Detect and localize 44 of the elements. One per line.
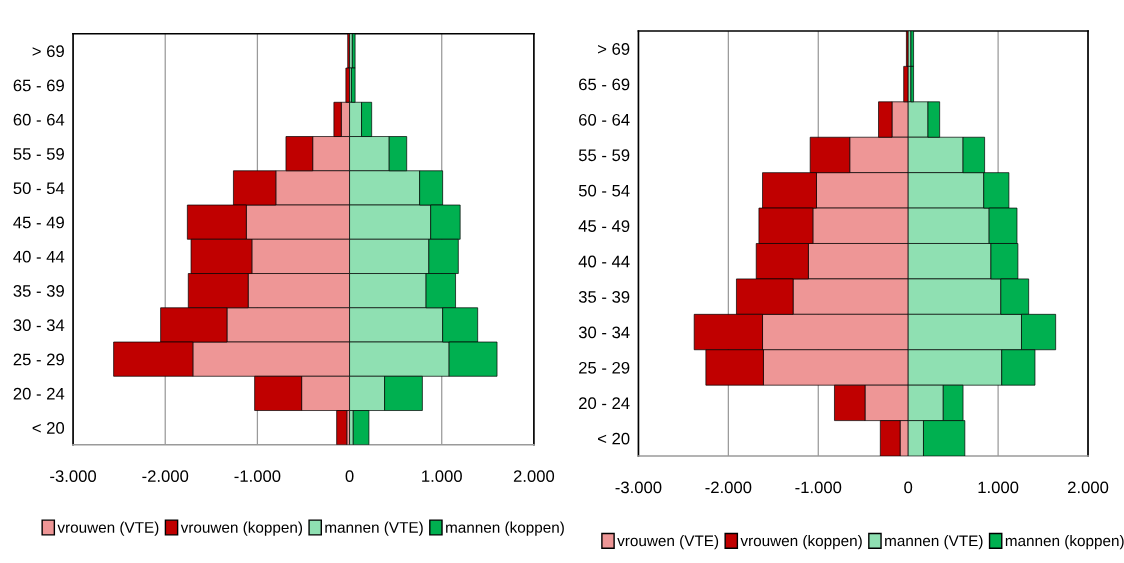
legend-label: vrouwen (VTE): [617, 535, 719, 550]
y-tick-label: 50 - 54: [13, 182, 65, 195]
x-tick-label: -3.000: [615, 481, 662, 494]
x-tick-label: -3.000: [50, 470, 97, 483]
y-tick-label: 55 - 59: [13, 148, 64, 160]
x-tick-label: -2.000: [142, 470, 189, 483]
x-tick-label: 0: [904, 481, 913, 494]
x-tick-label: 2.000: [1068, 481, 1109, 494]
y-tick-label: 60 - 64: [579, 113, 630, 126]
y-tick-label: 50 - 54: [578, 184, 630, 197]
y-tick-label: 40 - 44: [13, 250, 65, 263]
x-tick-label: -1.000: [795, 481, 842, 494]
legend-label: mannen (koppen): [446, 521, 564, 536]
y-tick-label: 45 - 49: [578, 220, 630, 232]
y-tick-label: 20 - 24: [579, 397, 630, 410]
y-tick-label: 65 - 69: [13, 79, 64, 92]
x-tick-label: -2.000: [705, 481, 752, 494]
y-tick-label: 45 - 49: [13, 216, 64, 229]
y-tick-label: 60 - 64: [13, 113, 65, 126]
y-tick-label: 25 - 29: [13, 353, 64, 366]
legend-label: mannen (koppen): [1005, 535, 1124, 550]
x-tick-label: 0: [345, 470, 354, 483]
y-tick-label: 25 - 29: [579, 361, 630, 374]
y-tick-label: 40 - 44: [578, 255, 630, 268]
x-tick-label: 2.000: [513, 470, 555, 483]
x-tick-label: 1.000: [422, 470, 462, 483]
y-tick-label: 35 - 39: [578, 291, 630, 303]
legend-label: vrouwen (VTE): [57, 521, 159, 536]
legend-label: mannen (VTE): [325, 521, 423, 536]
y-tick-label: < 20: [598, 432, 630, 445]
y-tick-label: 20 - 24: [13, 387, 65, 400]
legend-label: vrouwen (koppen): [740, 535, 862, 550]
x-tick-label: 1.000: [978, 481, 1019, 494]
y-tick-label: 35 - 39: [13, 285, 64, 297]
y-tick-label: 30 - 34: [578, 326, 630, 339]
y-tick-label: > 69: [598, 43, 630, 55]
legend-label: vrouwen (koppen): [180, 521, 303, 536]
legend-label: mannen (VTE): [885, 535, 983, 550]
y-tick-label: > 69: [32, 45, 64, 58]
y-tick-label: < 20: [32, 422, 65, 434]
y-tick-label: 30 - 34: [13, 319, 65, 332]
x-tick-label: -1.000: [234, 470, 281, 483]
y-tick-label: 55 - 59: [578, 149, 630, 162]
y-tick-label: 65 - 69: [579, 78, 630, 91]
